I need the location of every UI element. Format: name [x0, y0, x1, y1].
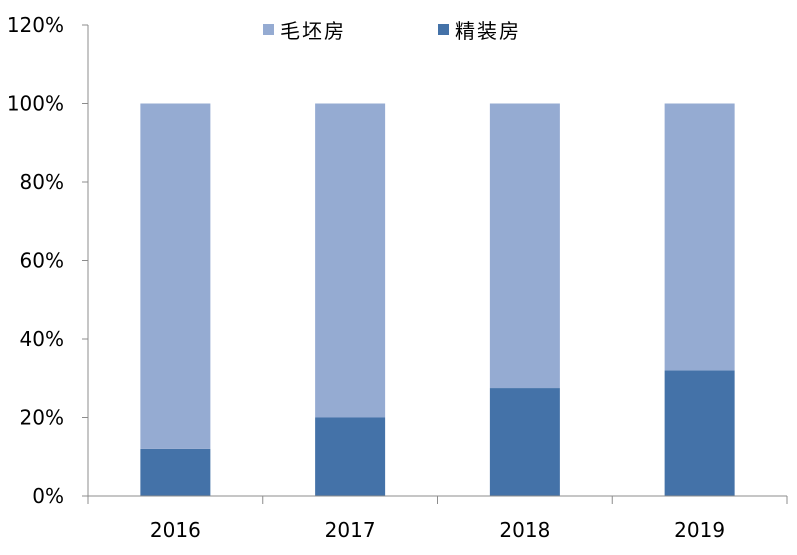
bar-maopifang-2018 — [489, 103, 560, 389]
bar-maopifang-2019 — [664, 103, 735, 371]
x-tick-label: 2018 — [499, 518, 550, 542]
y-tick-label: 60% — [20, 249, 64, 273]
x-tick-label: 2017 — [325, 518, 376, 542]
legend-swatch — [263, 24, 274, 35]
legend: 毛坯房 精装房 — [263, 19, 521, 43]
bar-jingzhuangfang-2019 — [664, 370, 735, 496]
legend-item-jingzhuangfang: 精装房 — [438, 19, 521, 43]
x-tick-label: 2016 — [150, 518, 201, 542]
bar-jingzhuangfang-2016 — [140, 448, 211, 496]
y-tick-label: 120% — [7, 13, 64, 37]
bars — [140, 103, 735, 496]
legend-label: 毛坯房 — [280, 19, 346, 43]
y-tick-label: 0% — [32, 484, 64, 508]
bar-maopifang-2016 — [140, 103, 211, 449]
bar-jingzhuangfang-2017 — [315, 417, 386, 496]
axes: 2016 2017 2018 2019 0% 20% 40% 60% 80% 100% 120% — [7, 13, 788, 542]
legend-item-maopifang: 毛坯房 — [263, 19, 346, 43]
bar-maopifang-2017 — [315, 103, 386, 418]
y-tick-label: 40% — [20, 327, 64, 351]
y-tick-label: 20% — [20, 406, 64, 430]
bar-jingzhuangfang-2018 — [489, 388, 560, 496]
y-tick-label: 100% — [7, 92, 64, 116]
x-tick-label: 2019 — [674, 518, 725, 542]
legend-swatch — [438, 24, 449, 35]
legend-label: 精装房 — [455, 19, 521, 43]
y-tick-label: 80% — [20, 170, 64, 194]
